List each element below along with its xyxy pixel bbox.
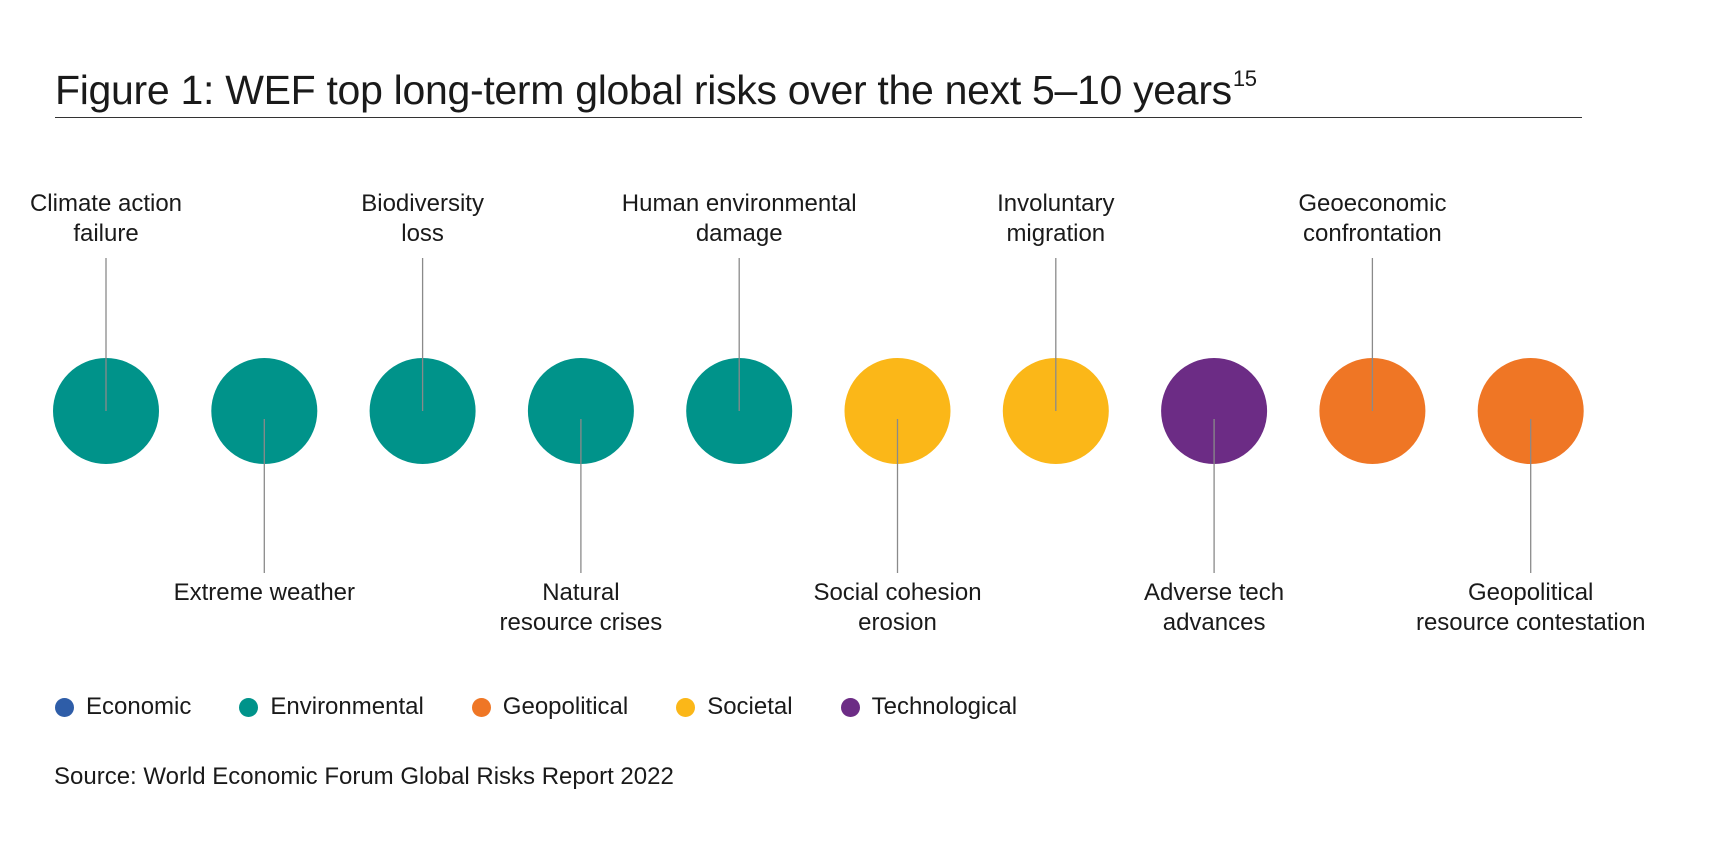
risk-circle-social-cohesion-erosion: [844, 358, 951, 464]
risk-climate-action-failure: Climate action failure: [30, 190, 182, 464]
legend-dot-geopolitical: [471, 697, 491, 717]
risk-label-line: resource crises: [500, 609, 663, 636]
title-rule: [55, 117, 1582, 118]
risk-label-line: Biodiversity: [361, 190, 484, 217]
risk-label-line: damage: [696, 220, 783, 247]
risk-label-natural-resource-crises: Natural resource crises: [500, 579, 663, 636]
legend-label-environmental: Environmental: [270, 693, 424, 720]
risk-label-line: Human environmental: [622, 190, 857, 217]
risk-social-cohesion-erosion: Social cohesion erosion: [813, 358, 982, 636]
risk-label-line: confrontation: [1303, 220, 1442, 247]
risk-label-line: resource contestation: [1416, 609, 1645, 636]
risk-label-adverse-tech-advances: Adverse tech advances: [1144, 579, 1284, 636]
legend-dot-technological: [840, 697, 860, 717]
risk-circle-natural-resource-crises: [527, 358, 634, 464]
risk-label-line: Extreme weather: [174, 579, 355, 606]
risk-label-geopolitical-resource-contestation: Geopolitical resource contestation: [1416, 579, 1645, 636]
risk-extreme-weather: Extreme weather: [174, 358, 355, 606]
figure-title: Figure 1: WEF top long-term global risks…: [55, 66, 1257, 114]
risk-label-extreme-weather: Extreme weather: [174, 579, 355, 606]
source-label: Source:: [54, 763, 137, 790]
footnote-marker: 15: [1232, 66, 1257, 91]
risk-label-geoeconomic-confrontation: Geoeconomic confrontation: [1298, 190, 1446, 247]
figure-title-text: Figure 1: WEF top long-term global risks…: [55, 67, 1232, 113]
risk-label-line: Involuntary: [997, 190, 1114, 217]
legend-item-environmental: Environmental: [239, 693, 424, 721]
risk-label-line: Climate action: [30, 190, 182, 217]
legend: Economic Environmental Geopolitical Soci…: [55, 693, 1017, 721]
legend-item-societal: Societal: [676, 693, 793, 721]
risk-adverse-tech-advances: Adverse tech advances: [1144, 358, 1284, 636]
legend-dot-societal: [676, 697, 696, 717]
risk-biodiversity-loss: Biodiversity loss: [361, 190, 484, 464]
legend-item-technological: Technological: [840, 693, 1018, 721]
risk-label-climate-action-failure: Climate action failure: [30, 190, 182, 247]
risk-human-environmental-damage: Human environmental damage: [622, 190, 857, 464]
risk-label-line: erosion: [858, 609, 937, 636]
risk-label-human-environmental-damage: Human environmental damage: [622, 190, 857, 247]
risk-label-line: advances: [1163, 609, 1266, 636]
risk-label-involuntary-migration: Involuntary migration: [997, 190, 1114, 247]
risk-geoeconomic-confrontation: Geoeconomic confrontation: [1298, 190, 1446, 464]
risk-natural-resource-crises: Natural resource crises: [500, 358, 663, 636]
risk-circle-extreme-weather: [211, 358, 318, 464]
legend-label-technological: Technological: [871, 693, 1018, 720]
legend-item-geopolitical: Geopolitical: [471, 693, 629, 721]
source-note: Source: World Economic Forum Global Risk…: [54, 763, 674, 791]
risk-involuntary-migration: Involuntary migration: [997, 190, 1115, 464]
legend-label-geopolitical: Geopolitical: [502, 693, 629, 720]
risk-circle-geopolitical-resource-contestation: [1477, 358, 1584, 464]
legend-item-economic: Economic: [55, 693, 191, 721]
risk-geopolitical-resource-contestation: Geopolitical resource contestation: [1416, 358, 1645, 636]
risk-label-line: Geoeconomic: [1298, 190, 1446, 217]
risk-circle-adverse-tech-advances: [1161, 358, 1268, 464]
risk-label-line: loss: [401, 220, 444, 247]
legend-dot-economic: [55, 697, 74, 717]
risk-label-line: failure: [73, 220, 138, 247]
risk-label-social-cohesion-erosion: Social cohesion erosion: [813, 579, 981, 636]
risk-label-biodiversity-loss: Biodiversity loss: [361, 190, 484, 247]
legend-label-societal: Societal: [707, 693, 793, 720]
risk-label-line: Social cohesion: [813, 579, 981, 606]
risk-label-line: migration: [1006, 220, 1105, 247]
risk-label-line: Natural: [542, 579, 619, 606]
risk-label-line: Adverse tech: [1144, 579, 1284, 606]
legend-dot-environmental: [239, 697, 259, 717]
source-text: World Economic Forum Global Risks Report…: [136, 763, 674, 790]
risk-label-line: Geopolitical: [1468, 579, 1593, 606]
legend-label-economic: Economic: [86, 693, 192, 720]
